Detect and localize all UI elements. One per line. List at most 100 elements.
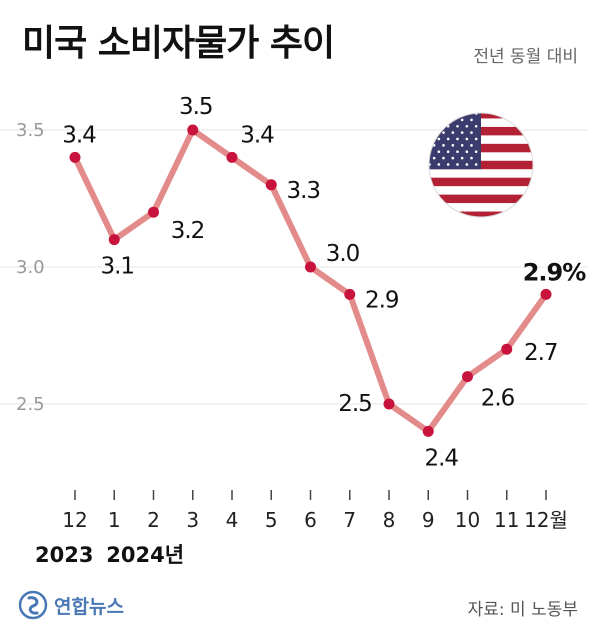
- data-label: 2.4: [424, 445, 458, 471]
- flag-star: [456, 137, 459, 141]
- x-tick-label: 8: [383, 508, 396, 532]
- flag-star: [442, 156, 445, 160]
- flag-star: [429, 124, 431, 128]
- data-point: [187, 124, 199, 136]
- data-point: [69, 151, 81, 163]
- yonhap-logo-icon: [18, 590, 48, 620]
- flag-stripe: [429, 186, 533, 195]
- y-axis-ticks: 2.5 3.0 3.5: [16, 120, 45, 415]
- data-label: 2.7: [524, 340, 558, 366]
- flag-star: [446, 137, 450, 141]
- data-labels: 3.4 3.1 3.2 3.5 3.4 3.3 3.02.9 2.5 2.4 2.6 2.7 2.9%: [62, 94, 587, 471]
- x-tick-label: 7: [343, 508, 356, 532]
- flag-star: [474, 163, 478, 166]
- data-point: [265, 179, 277, 191]
- flag-star: [437, 137, 441, 141]
- flag-star: [460, 131, 464, 134]
- x-tick-label: 2: [147, 508, 160, 532]
- source-credit: 자료: 미 노동부: [467, 600, 578, 620]
- flag-star: [460, 156, 464, 160]
- x-tick-label: 3: [186, 508, 199, 532]
- data-label: 3.4: [240, 122, 274, 148]
- flag-star: [432, 144, 436, 147]
- data-label: 3.5: [179, 94, 213, 120]
- y-tick-label: 3.0: [16, 257, 45, 278]
- flag-star: [451, 144, 455, 147]
- chart-subtitle: 전년 동월 대비: [473, 47, 578, 67]
- data-point: [422, 425, 434, 437]
- flag-star: [460, 144, 464, 147]
- flag-star: [429, 113, 431, 115]
- x-tick-label: 6: [304, 508, 317, 532]
- data-label: 3.1: [100, 254, 134, 280]
- flag-star: [456, 150, 459, 154]
- flag-star: [437, 163, 441, 166]
- y-tick-label: 2.5: [16, 394, 45, 415]
- us-flag-icon: [428, 112, 534, 218]
- flag-stripe: [429, 177, 533, 187]
- flag-star: [474, 124, 478, 128]
- chart-title: 미국 소비자물가 추이: [22, 23, 335, 64]
- flag-star: [460, 118, 464, 122]
- data-point: [108, 234, 120, 246]
- data-point: [344, 288, 356, 300]
- flag-star: [432, 118, 436, 122]
- flag-star: [442, 131, 445, 134]
- flag-star: [456, 124, 459, 128]
- flag-star: [470, 156, 473, 160]
- data-point: [148, 206, 159, 218]
- logo-text: 연합뉴스: [54, 595, 124, 618]
- flag-star: [465, 163, 469, 166]
- data-point: [501, 343, 513, 355]
- x-tick-label: 12월: [524, 508, 568, 532]
- data-label: 2.5: [338, 391, 372, 417]
- flag-stripe: [429, 211, 533, 217]
- flag-star: [451, 131, 455, 134]
- flag-star: [465, 137, 469, 141]
- data-label: 3.2: [171, 218, 205, 244]
- data-label: 3.4: [62, 122, 96, 148]
- flag-star: [437, 124, 441, 128]
- flag-star: [465, 150, 469, 154]
- flag-star: [432, 156, 436, 160]
- flag-star: [451, 156, 455, 160]
- series-markers: [69, 124, 552, 437]
- data-label: 2.9: [365, 287, 399, 313]
- flag-stripe: [429, 203, 533, 212]
- flag-star: [474, 137, 478, 141]
- yonhap-logo: 연합뉴스: [18, 590, 124, 620]
- x-tick-label: 1: [108, 508, 121, 532]
- flag-star: [432, 131, 436, 134]
- flag-star: [446, 113, 450, 115]
- year-label: 2023: [35, 543, 93, 567]
- flag-star: [465, 124, 469, 128]
- flag-stripe: [429, 194, 533, 204]
- flag-star: [456, 163, 459, 166]
- x-tick-label: 5: [265, 508, 278, 532]
- data-label: 3.3: [286, 178, 320, 204]
- y-tick-label: 3.5: [16, 120, 45, 141]
- flag-star: [446, 163, 450, 166]
- data-label: 2.6: [481, 386, 515, 412]
- flag-star: [442, 118, 445, 122]
- flag-canton: [429, 113, 481, 170]
- flag-star: [470, 118, 473, 122]
- flag-star: [470, 144, 473, 147]
- data-point: [462, 371, 473, 383]
- flag-star: [456, 113, 459, 115]
- flag-star: [437, 150, 441, 154]
- data-point: [305, 261, 316, 273]
- data-label: 2.9%: [523, 258, 587, 286]
- x-tick-label: 9: [422, 508, 435, 532]
- data-point: [226, 151, 238, 163]
- data-label: 3.0: [326, 241, 360, 267]
- flag-star: [429, 137, 431, 141]
- x-tick-label: 4: [226, 508, 239, 532]
- data-point: [383, 398, 395, 410]
- flag-stripe: [429, 169, 533, 178]
- x-tick-label: 10: [455, 508, 480, 532]
- flag-star: [442, 144, 445, 147]
- data-point: [540, 288, 552, 300]
- year-label: 2024년: [106, 543, 184, 567]
